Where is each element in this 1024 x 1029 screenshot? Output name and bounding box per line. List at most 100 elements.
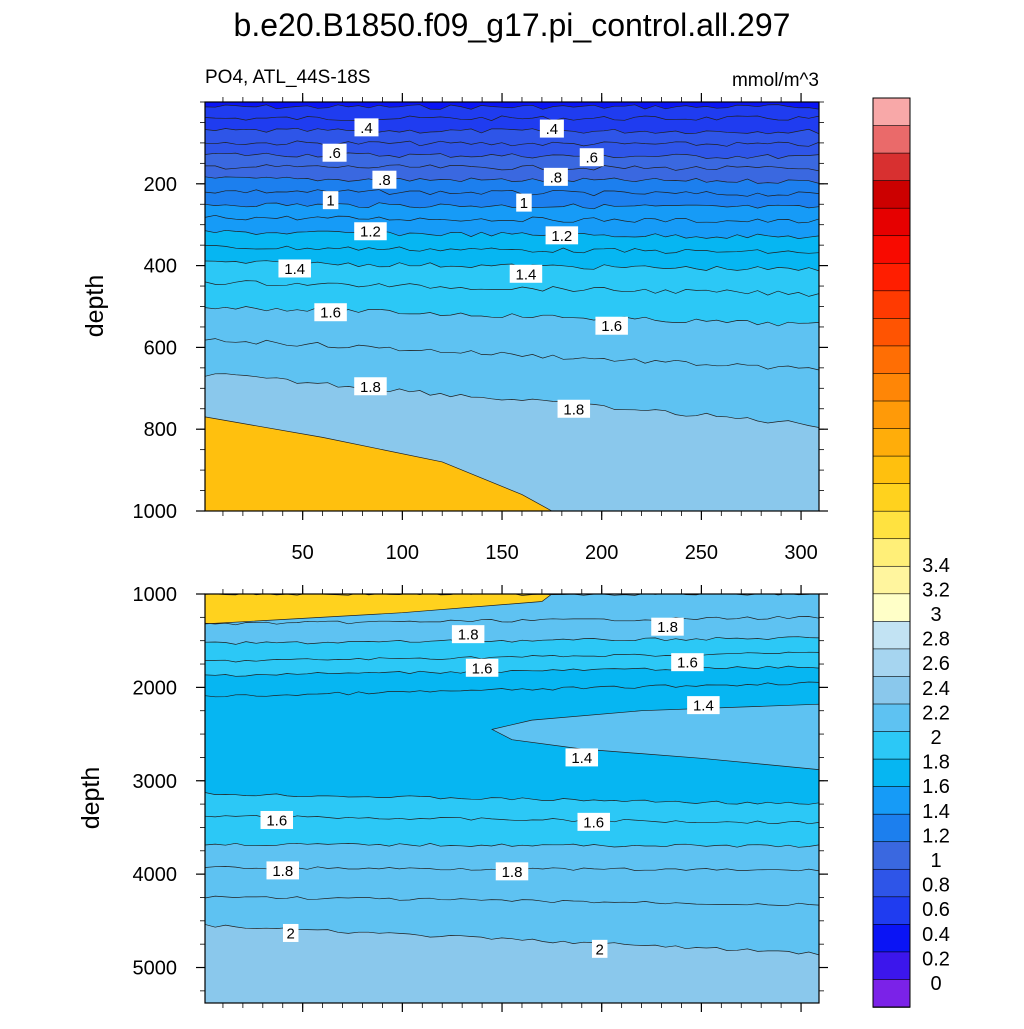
y-tick-label: 5000 — [133, 958, 178, 980]
contour-label-text: 1.6 — [677, 655, 698, 672]
colorbar-box — [872, 868, 911, 898]
contour-label: .4 — [539, 119, 564, 138]
colorbar-box — [872, 97, 911, 127]
colorbar-box — [872, 290, 911, 320]
contour-label-box — [260, 810, 294, 829]
contour-label-box — [565, 748, 599, 767]
colorbar-tick-label: 2.4 — [922, 678, 950, 700]
contour-line-1-5 — [205, 681, 819, 698]
colorbar-box — [872, 565, 911, 595]
colorbar-tick-label: 1.2 — [922, 825, 950, 847]
colorbar-box — [872, 951, 911, 981]
colorbar-box — [872, 373, 911, 402]
x-tick-label: 250 — [685, 542, 718, 564]
contour-label-text: 1.8 — [563, 401, 584, 418]
colorbar-box — [872, 758, 911, 788]
contour-label: 1.8 — [451, 625, 485, 644]
contour-label-text: 1 — [520, 195, 528, 212]
x-tick-label: 100 — [386, 542, 419, 564]
colorbar-tick-label: 2.8 — [922, 629, 950, 651]
colorbar-box — [872, 483, 911, 512]
contour-label: 2 — [591, 939, 608, 958]
contour-label: 1.4 — [278, 259, 311, 278]
contour-label-text: 1.8 — [458, 627, 479, 644]
colorbar-tick-label: 1.4 — [922, 801, 950, 823]
colorbar-box — [872, 813, 911, 843]
contour-line-1-2 — [205, 636, 819, 645]
x-tick-label: 50 — [292, 542, 314, 564]
contour-label-box — [516, 193, 532, 212]
contour-label: .4 — [354, 118, 379, 137]
contour-band-1-bottom — [205, 924, 819, 1003]
contour-line-0-14 — [205, 306, 819, 327]
colorbar-tick-label: 1.6 — [922, 776, 950, 798]
contour-label-box — [451, 625, 485, 644]
y-tick-label: 3000 — [133, 771, 178, 793]
contour-label-text: 1.6 — [472, 660, 493, 677]
colorbar-tick-label: 2.2 — [922, 702, 950, 724]
colorbar-tick-label: 3.2 — [922, 579, 950, 601]
colorbar-box — [872, 262, 911, 292]
y-tick-label: 200 — [144, 174, 177, 196]
y-tick-label: 400 — [144, 256, 177, 278]
contour-label-text: 1.6 — [320, 305, 341, 322]
x-tick-label: 200 — [585, 542, 618, 564]
contour-label: .6 — [322, 143, 347, 162]
contour-label-box — [495, 862, 529, 881]
contour-label-text: 2 — [596, 941, 604, 958]
contour-line-0-8 — [205, 202, 819, 210]
colorbar-tick-label: 0.4 — [922, 924, 950, 946]
contour-label-box — [465, 658, 499, 677]
contour-line-1-8 — [205, 842, 819, 848]
contour-label: 1.6 — [671, 653, 704, 672]
contour-label-text: 1.4 — [516, 266, 537, 283]
contour-label-text: 1.6 — [601, 318, 622, 335]
contour-line-0-10 — [205, 229, 819, 239]
contour-label: 2 — [282, 923, 299, 942]
contour-label-box — [372, 170, 397, 189]
colorbar-tick-label: 1.8 — [922, 752, 950, 774]
colorbar-box — [872, 896, 911, 926]
x-tick-label: 150 — [485, 542, 518, 564]
colorbar-box — [872, 235, 911, 265]
upper-deep-patch — [205, 416, 553, 511]
upper-panel: 200 400 600 800 1000 50 100 150 200 250 300 .4 .4 .6… — [81, 93, 828, 564]
contour-label-text: 1.4 — [571, 750, 592, 767]
contour-label-text: 1.8 — [360, 379, 381, 396]
contour-line-0-7 — [205, 189, 819, 197]
colorbar-box — [872, 125, 911, 154]
contour-label-box — [282, 923, 299, 942]
colorbar-box — [872, 318, 911, 347]
contour-label: .8 — [372, 170, 397, 189]
colorbar-tick-label: 3 — [930, 604, 941, 626]
contour-label: 1 — [322, 191, 339, 210]
contour-label-text: 1.2 — [551, 228, 572, 245]
contour-label: 1.4 — [687, 696, 720, 715]
contour-label-box — [509, 264, 543, 283]
y-tick-label: 2000 — [133, 677, 178, 699]
contour-label-box — [557, 399, 591, 418]
contour-label-text: 1.2 — [360, 224, 381, 241]
colorbar-tick-label: 1 — [930, 850, 941, 872]
contour-line-0-6 — [205, 176, 819, 184]
colorbar-box — [872, 538, 911, 568]
contour-label-text: 1.8 — [272, 863, 293, 880]
colorbar-tick-label: 3.4 — [922, 555, 950, 577]
colorbar-box — [872, 731, 911, 760]
colorbar-box — [872, 510, 911, 540]
contour-label: 1.6 — [465, 658, 499, 677]
contour-label-text: 1.8 — [657, 619, 678, 636]
contour-label: 1.8 — [266, 861, 299, 880]
contour-label-text: .8 — [378, 172, 391, 189]
contour-label: 1.2 — [354, 222, 387, 241]
colorbar-box — [872, 152, 911, 182]
colorbar-tick-label: 0.6 — [922, 899, 950, 921]
lower-y-axis-label: depth — [77, 767, 105, 830]
contour-label: 1.8 — [651, 617, 684, 636]
contour-label-text: 1.4 — [284, 261, 305, 278]
contour-label-text: 1.6 — [583, 814, 604, 831]
contour-label-text: 1.4 — [693, 698, 714, 715]
contour-label: 1.6 — [577, 812, 610, 831]
contour-label-box — [266, 861, 299, 880]
